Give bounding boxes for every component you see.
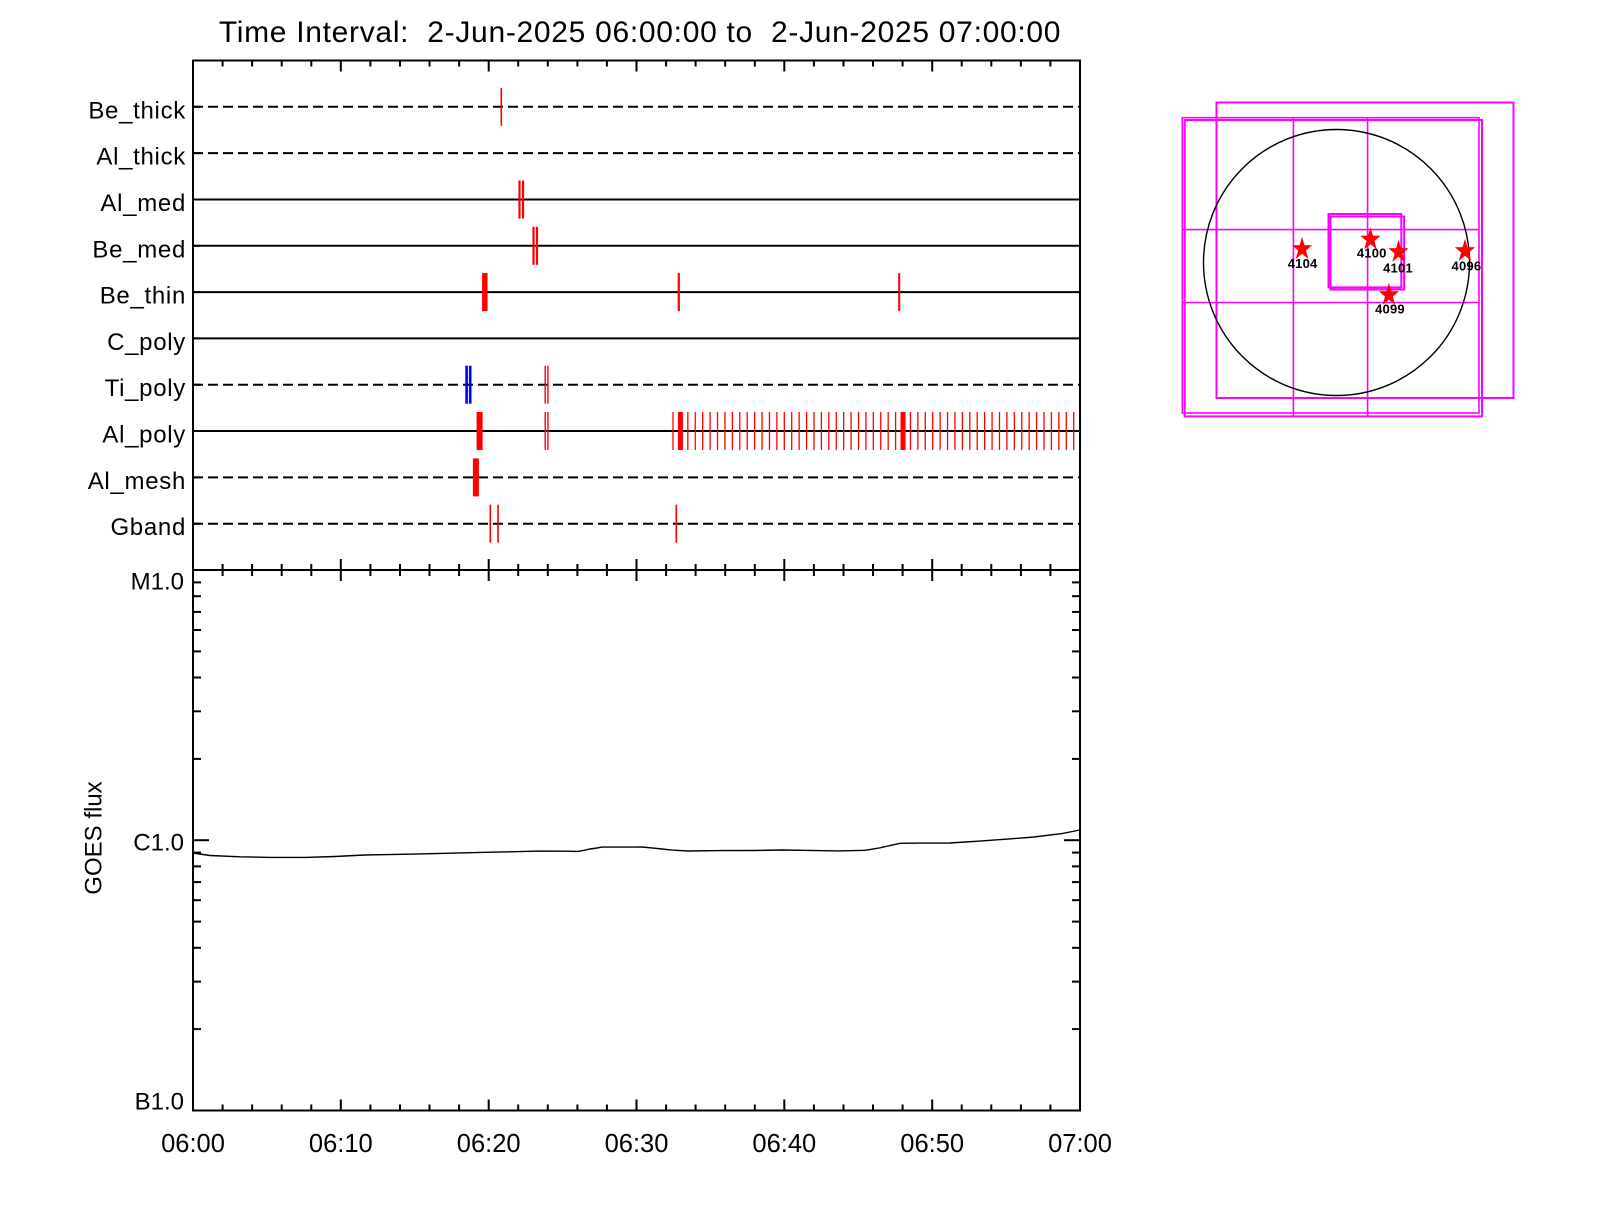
svg-text:06:50: 06:50 xyxy=(900,1130,964,1158)
svg-text:06:10: 06:10 xyxy=(309,1130,373,1158)
svg-text:Time Interval: 2-Jun-2025 06:: Time Interval: 2-Jun-2025 06:00:00 to 2-… xyxy=(219,16,1061,49)
svg-text:GOES flux: GOES flux xyxy=(81,781,108,894)
svg-text:Gband: Gband xyxy=(110,514,186,541)
svg-text:B1.0: B1.0 xyxy=(135,1089,184,1116)
svg-text:Al_med: Al_med xyxy=(100,190,186,217)
svg-text:4099: 4099 xyxy=(1375,302,1405,317)
svg-text:M1.0: M1.0 xyxy=(131,569,184,596)
svg-text:Ti_poly: Ti_poly xyxy=(105,375,186,402)
svg-text:06:20: 06:20 xyxy=(457,1130,521,1158)
svg-text:06:00: 06:00 xyxy=(161,1130,225,1158)
svg-text:4100: 4100 xyxy=(1357,246,1387,261)
svg-text:C_poly: C_poly xyxy=(107,329,186,356)
svg-text:07:00: 07:00 xyxy=(1048,1130,1112,1158)
svg-text:Al_thick: Al_thick xyxy=(96,144,186,171)
svg-text:Be_thin: Be_thin xyxy=(100,283,186,310)
svg-text:C1.0: C1.0 xyxy=(133,830,184,857)
svg-text:06:30: 06:30 xyxy=(605,1130,669,1158)
svg-text:4104: 4104 xyxy=(1288,256,1318,271)
svg-text:Al_mesh: Al_mesh xyxy=(88,468,186,495)
svg-text:4096: 4096 xyxy=(1452,259,1482,274)
svg-text:Al_poly: Al_poly xyxy=(102,422,186,449)
svg-text:Be_med: Be_med xyxy=(92,236,186,263)
svg-text:Be_thick: Be_thick xyxy=(88,97,186,124)
svg-text:06:40: 06:40 xyxy=(752,1130,816,1158)
svg-text:4101: 4101 xyxy=(1383,261,1413,276)
